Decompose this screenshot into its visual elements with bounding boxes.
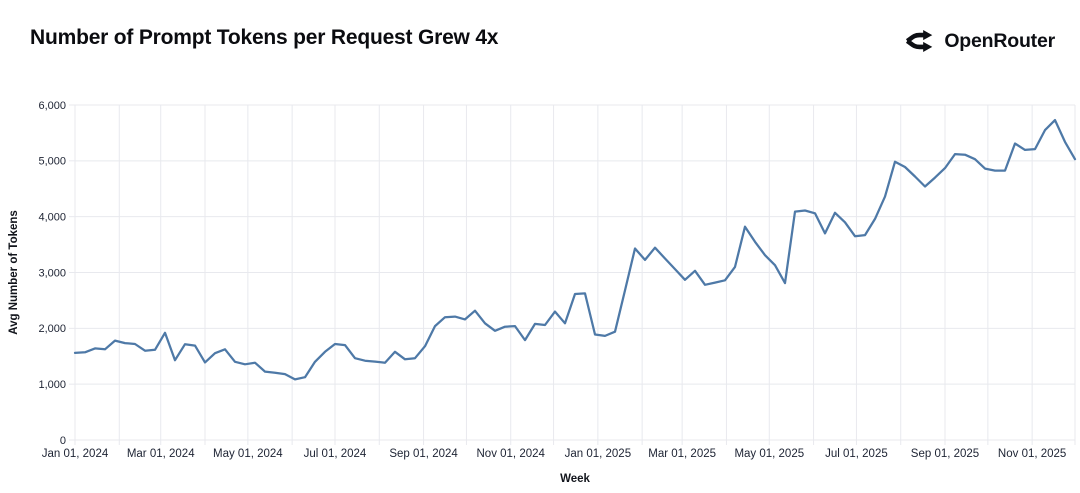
- x-tick-label: Sep 01, 2024: [389, 448, 458, 460]
- x-tick-label: Jul 01, 2025: [825, 448, 888, 460]
- x-tick-label: Jan 01, 2024: [42, 448, 109, 460]
- x-tick-label: Sep 01, 2025: [911, 448, 979, 460]
- openrouter-logo: OpenRouter: [904, 24, 1055, 58]
- gridlines: [69, 104, 1076, 445]
- y-tick-label: 0: [60, 435, 66, 447]
- x-tick-label: Mar 01, 2024: [127, 448, 195, 460]
- y-axis-tick-labels: 0 1,000 2,000 3,000 4,000 5,000 6,000: [38, 100, 66, 447]
- y-tick-label: 2,000: [38, 323, 66, 335]
- x-axis-tick-labels: Jan 01, 2024 Mar 01, 2024 May 01, 2024 Jul …: [42, 448, 1067, 460]
- y-axis-title: Avg Number of Tokens: [8, 210, 20, 335]
- x-axis-title: Week: [560, 473, 590, 485]
- y-tick-label: 1,000: [38, 379, 66, 391]
- y-tick-label: 3,000: [38, 267, 66, 279]
- chart-title: Number of Prompt Tokens per Request Grew…: [30, 26, 499, 49]
- x-tick-label: Jan 01, 2025: [565, 448, 632, 460]
- x-tick-label: Jul 01, 2024: [304, 448, 367, 460]
- x-tick-label: May 01, 2024: [213, 448, 283, 460]
- chart-header: Number of Prompt Tokens per Request Grew…: [0, 0, 1080, 62]
- x-tick-label: Mar 01, 2025: [648, 448, 716, 460]
- y-tick-label: 4,000: [38, 211, 66, 223]
- y-tick-label: 5,000: [38, 156, 66, 168]
- y-tick-label: 6,000: [38, 100, 66, 112]
- x-tick-label: May 01, 2025: [734, 448, 804, 460]
- x-tick-label: Nov 01, 2025: [998, 448, 1066, 460]
- openrouter-icon: [904, 27, 935, 55]
- x-tick-label: Nov 01, 2024: [477, 448, 546, 460]
- avg-prompt-tokens-line: [73, 118, 1077, 381]
- openrouter-logo-text: OpenRouter: [944, 29, 1055, 52]
